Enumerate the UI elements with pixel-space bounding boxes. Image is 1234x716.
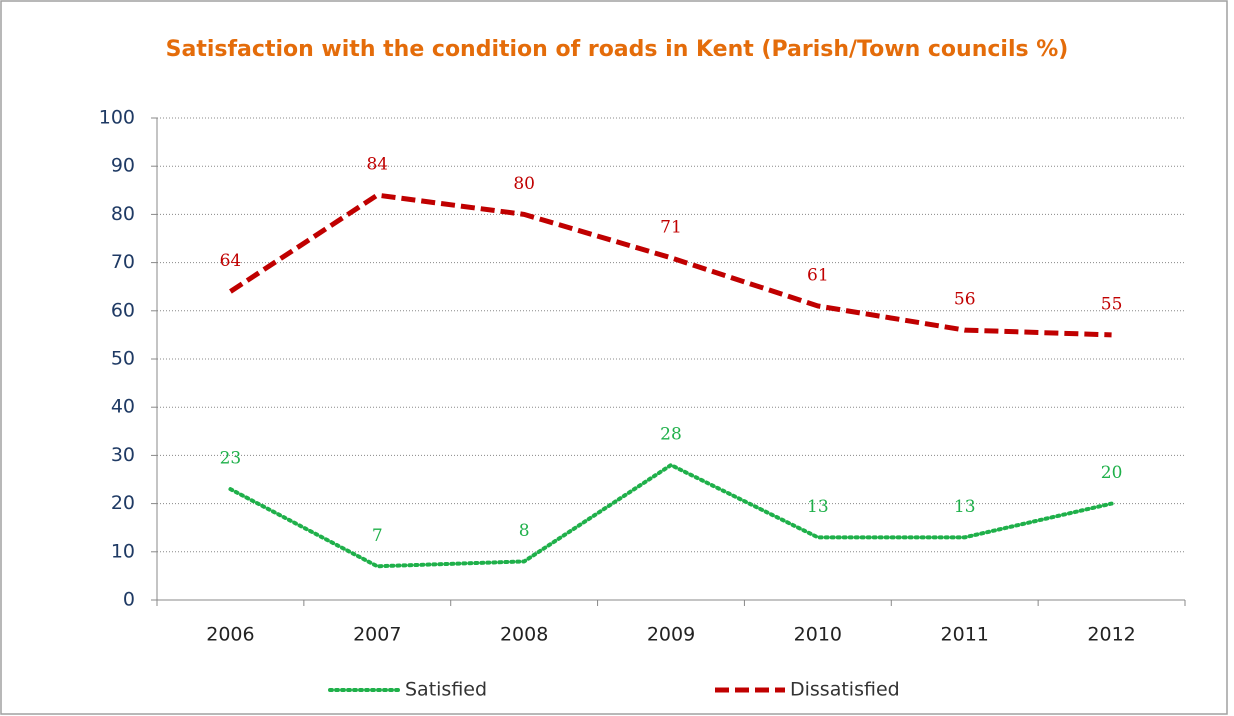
legend-label: Dissatisfied — [790, 679, 900, 701]
data-label: 84 — [366, 155, 388, 175]
data-label: 13 — [954, 497, 976, 517]
y-tick-label: 30 — [111, 444, 135, 466]
data-label: 61 — [807, 265, 829, 285]
data-label: 28 — [660, 425, 682, 445]
data-label: 7 — [372, 526, 383, 546]
y-tick-label: 50 — [111, 348, 135, 370]
legend-label: Satisfied — [405, 679, 487, 701]
x-tick-label: 2007 — [353, 624, 401, 646]
data-label: 23 — [220, 449, 242, 469]
y-tick-label: 100 — [99, 107, 135, 129]
data-label: 13 — [807, 497, 829, 517]
data-label: 80 — [513, 174, 535, 194]
y-tick-label: 90 — [111, 155, 135, 177]
y-tick-label: 60 — [111, 299, 135, 321]
series-line — [229, 192, 1112, 338]
y-tick-label: 80 — [111, 203, 135, 225]
data-label: 56 — [954, 290, 976, 310]
x-tick-label: 2006 — [206, 624, 254, 646]
chart-title: Satisfaction with the condition of roads… — [166, 37, 1069, 62]
data-label: 55 — [1101, 294, 1123, 314]
data-label: 64 — [220, 251, 242, 271]
y-tick-label: 10 — [111, 540, 135, 562]
x-tick-label: 2011 — [941, 624, 989, 646]
x-tick-label: 2009 — [647, 624, 695, 646]
x-tick-label: 2010 — [794, 624, 842, 646]
data-label: 8 — [519, 521, 530, 541]
y-tick-label: 70 — [111, 251, 135, 273]
y-tick-label: 0 — [123, 589, 135, 611]
y-tick-label: 40 — [111, 396, 135, 418]
data-label: 20 — [1101, 463, 1123, 483]
series-line — [228, 462, 1114, 569]
x-tick-label: 2008 — [500, 624, 548, 646]
data-label: 71 — [660, 217, 682, 237]
y-tick-label: 20 — [111, 492, 135, 514]
x-tick-label: 2012 — [1087, 624, 1135, 646]
